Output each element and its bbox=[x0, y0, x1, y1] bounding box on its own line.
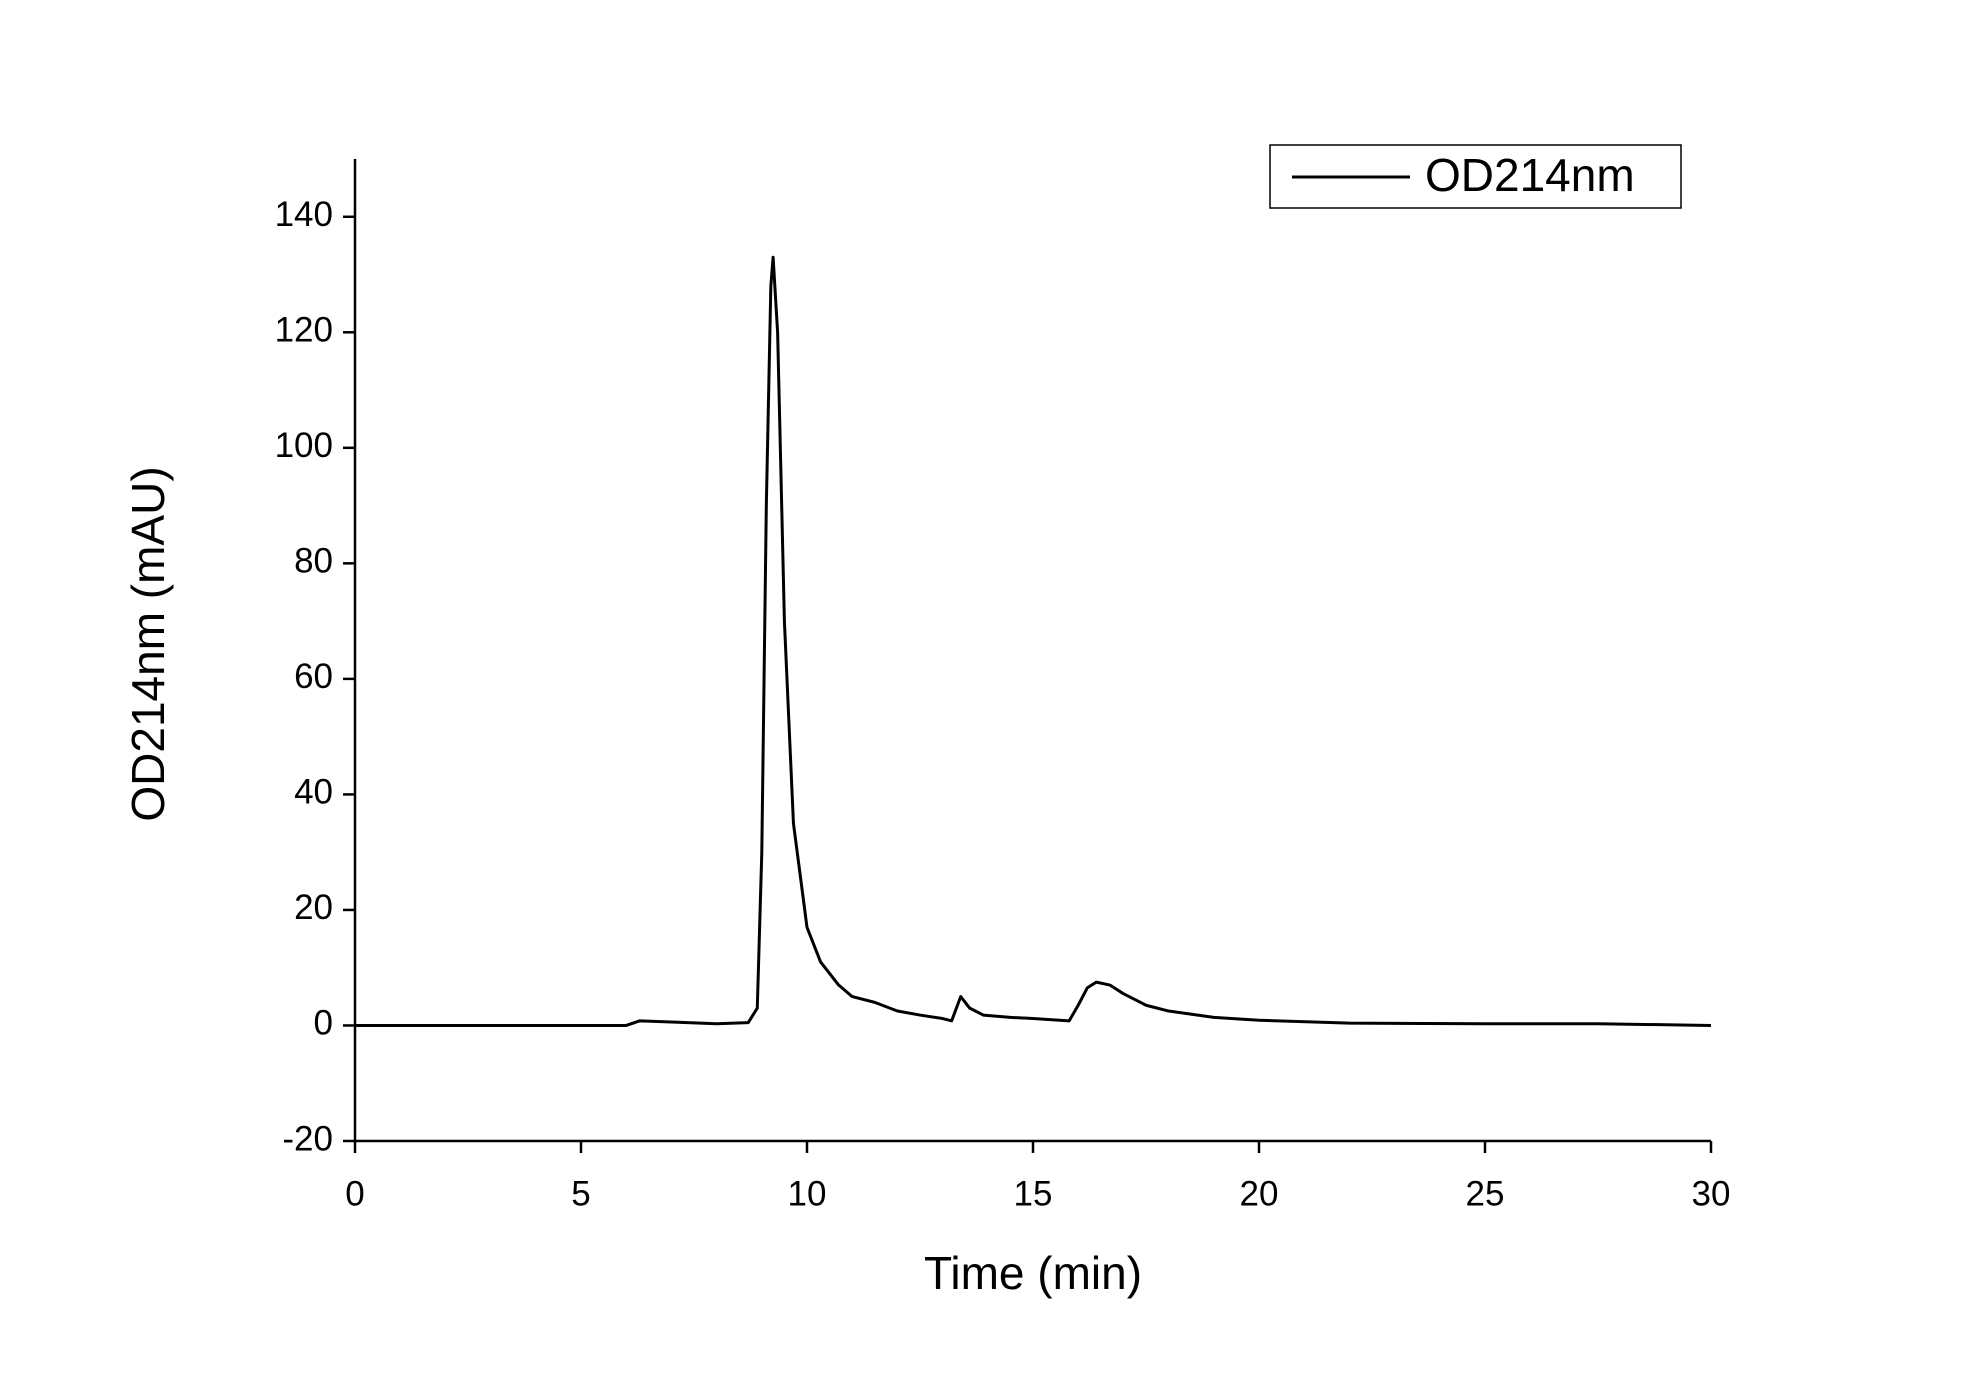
x-tick-label: 15 bbox=[1014, 1174, 1053, 1213]
legend-box bbox=[1269, 144, 1682, 209]
x-tick-label: 5 bbox=[571, 1174, 590, 1213]
x-tick-label: 20 bbox=[1240, 1174, 1279, 1213]
y-tick-label: 60 bbox=[294, 657, 333, 696]
x-axis-title: Time (min) bbox=[924, 1247, 1142, 1299]
y-tick-label: 100 bbox=[275, 426, 333, 465]
y-tick-label: -20 bbox=[282, 1119, 333, 1158]
data-line bbox=[355, 255, 1712, 1027]
y-tick-label: 20 bbox=[294, 888, 333, 927]
y-tick-label: 120 bbox=[275, 311, 333, 350]
y-tick-label: 40 bbox=[294, 773, 333, 812]
y-tick-label: 140 bbox=[275, 195, 333, 234]
legend-label: OD214nm bbox=[1425, 149, 1635, 201]
y-tick-label: 0 bbox=[314, 1004, 333, 1043]
x-tick-label: 25 bbox=[1466, 1174, 1505, 1213]
y-tick-label: 80 bbox=[294, 542, 333, 581]
x-tick-label: 0 bbox=[345, 1174, 364, 1213]
x-tick-label: 10 bbox=[788, 1174, 827, 1213]
y-axis-title: OD214nm (mAU) bbox=[122, 466, 174, 821]
x-tick-label: 30 bbox=[1692, 1174, 1731, 1213]
